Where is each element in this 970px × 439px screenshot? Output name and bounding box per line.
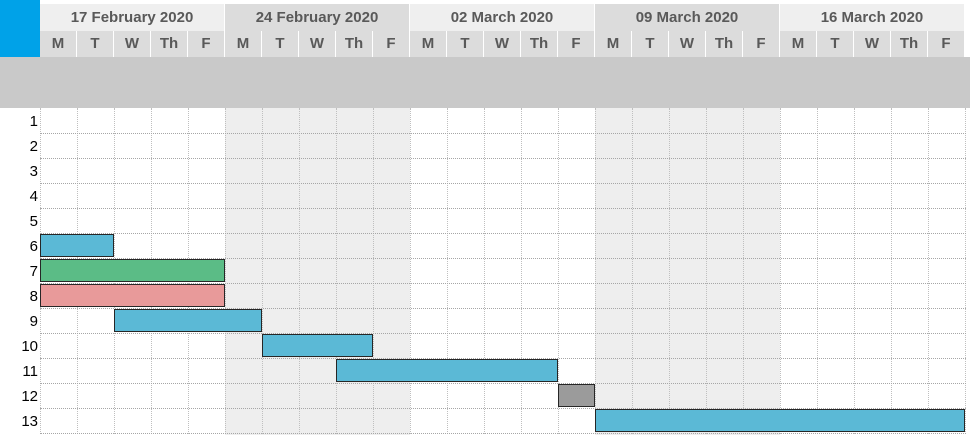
task-bar-row-11[interactable] <box>336 359 558 382</box>
grid-hline <box>40 383 966 384</box>
corner-cell <box>0 0 40 57</box>
row-number: 12 <box>21 388 38 405</box>
grid-vline <box>336 108 337 434</box>
day-header: T <box>262 31 299 57</box>
grid-hline <box>40 158 966 159</box>
grid-vline <box>299 108 300 434</box>
day-header: Th <box>151 31 188 57</box>
week-header: 02 March 2020 <box>410 4 595 31</box>
grid-vline <box>854 108 855 434</box>
day-header: F <box>188 31 225 57</box>
day-header: F <box>558 31 595 57</box>
grid-vline <box>706 108 707 434</box>
grid-vline <box>373 108 374 434</box>
row-number: 10 <box>21 338 38 355</box>
row-number: 13 <box>21 413 38 430</box>
day-header: T <box>817 31 854 57</box>
grid-vline <box>595 108 596 434</box>
day-header: M <box>225 31 262 57</box>
row-number: 4 <box>29 188 38 205</box>
day-header: F <box>743 31 780 57</box>
task-bar-row-13[interactable] <box>595 409 965 432</box>
day-header: Th <box>891 31 928 57</box>
grid-vline <box>743 108 744 434</box>
day-header: Th <box>521 31 558 57</box>
day-header: T <box>77 31 114 57</box>
day-header: M <box>595 31 632 57</box>
grid-vline <box>521 108 522 434</box>
task-bar-row-9[interactable] <box>114 309 262 332</box>
row-number: 8 <box>29 288 38 305</box>
grid-hline <box>40 358 966 359</box>
grid-vline <box>891 108 892 434</box>
grid-hline <box>40 258 966 259</box>
day-header: W <box>299 31 336 57</box>
day-header: W <box>669 31 706 57</box>
day-header: F <box>928 31 965 57</box>
grid-vline <box>817 108 818 434</box>
day-header: Th <box>706 31 743 57</box>
grid-hline <box>40 233 966 234</box>
grid-vline <box>780 108 781 434</box>
grid-vline <box>558 108 559 434</box>
grid-hline <box>40 408 966 409</box>
header-band <box>0 57 970 108</box>
day-header: W <box>854 31 891 57</box>
task-bar-row-6[interactable] <box>40 234 114 257</box>
week-header: 09 March 2020 <box>595 4 780 31</box>
row-number: 9 <box>29 313 38 330</box>
grid-hline <box>40 133 966 134</box>
shaded-week-column <box>595 108 780 435</box>
grid-hline <box>40 208 966 209</box>
grid-vline <box>965 108 966 434</box>
week-header: 24 February 2020 <box>225 4 410 31</box>
day-header: W <box>114 31 151 57</box>
task-bar-row-12[interactable] <box>558 384 595 407</box>
grid-hline <box>40 308 966 309</box>
day-header: F <box>373 31 410 57</box>
row-number: 3 <box>29 163 38 180</box>
day-header: T <box>447 31 484 57</box>
grid-hline <box>40 283 966 284</box>
row-number: 1 <box>29 113 38 130</box>
day-header: T <box>632 31 669 57</box>
grid-hline <box>40 333 966 334</box>
task-bar-row-10[interactable] <box>262 334 373 357</box>
grid-hline <box>40 183 966 184</box>
day-header: M <box>410 31 447 57</box>
row-number: 6 <box>29 238 38 255</box>
day-header: M <box>780 31 817 57</box>
week-header: 17 February 2020 <box>40 4 225 31</box>
grid-vline <box>632 108 633 434</box>
grid-hline <box>40 433 966 434</box>
task-bar-row-8[interactable] <box>40 284 225 307</box>
grid-vline <box>484 108 485 434</box>
task-bar-row-7[interactable] <box>40 259 225 282</box>
row-number: 7 <box>29 263 38 280</box>
row-number: 2 <box>29 138 38 155</box>
day-header: M <box>40 31 77 57</box>
week-header: 16 March 2020 <box>780 4 965 31</box>
grid-vline <box>928 108 929 434</box>
grid-vline <box>225 108 226 434</box>
day-header: Th <box>336 31 373 57</box>
grid-vline <box>410 108 411 434</box>
grid-vline <box>447 108 448 434</box>
row-number: 11 <box>22 363 38 380</box>
row-number: 5 <box>29 213 38 230</box>
grid-vline <box>669 108 670 434</box>
grid-vline <box>262 108 263 434</box>
day-header: W <box>484 31 521 57</box>
